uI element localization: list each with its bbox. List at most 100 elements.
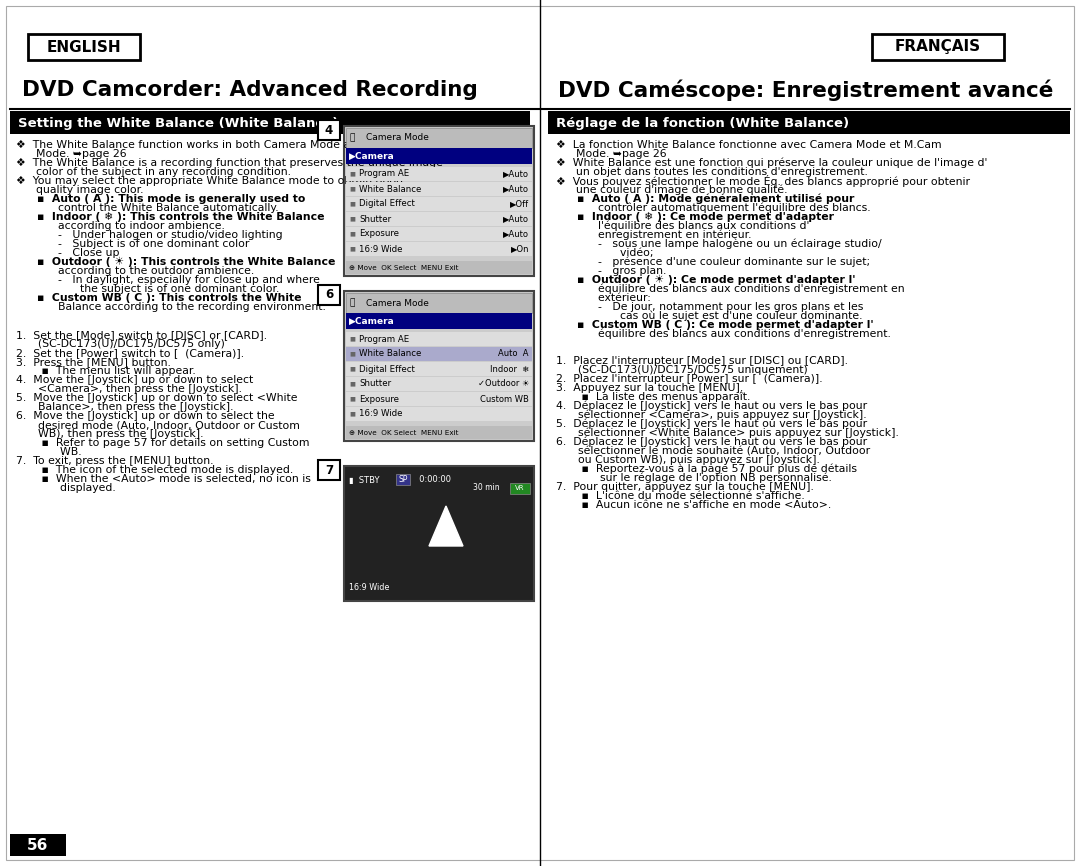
Text: 6: 6 (325, 288, 333, 301)
Text: -   Close up: - Close up (30, 248, 120, 258)
Text: -   In daylight, especially for close up and where: - In daylight, especially for close up a… (30, 275, 320, 285)
Bar (396, 474, 410, 485)
Text: 16:9 Wide: 16:9 Wide (349, 583, 390, 591)
Text: cas où le sujet est d'une couleur dominante.: cas où le sujet est d'une couleur domina… (578, 311, 863, 321)
Text: Setting the White Balance (White Balance): Setting the White Balance (White Balance… (18, 117, 338, 130)
Text: 16:9 Wide: 16:9 Wide (359, 410, 403, 418)
Text: ▪  Custom WB ( C ): This controls the White: ▪ Custom WB ( C ): This controls the Whi… (22, 293, 301, 303)
Bar (318, 460, 340, 480)
Text: ▪  Indoor ( ❄ ): This controls the White Balance: ▪ Indoor ( ❄ ): This controls the White … (22, 212, 324, 222)
Bar (346, 182, 532, 196)
Text: ❖  White Balance est une fonction qui préserve la couleur unique de l'image d': ❖ White Balance est une fonction qui pré… (556, 158, 987, 168)
Text: -   sous une lampe halogène ou un éclairage studio/: - sous une lampe halogène ou un éclairag… (570, 239, 881, 249)
Text: 6.  Déplacez le [Joystick] vers le haut ou vers le bas pour: 6. Déplacez le [Joystick] vers le haut o… (556, 436, 867, 447)
Bar (346, 377, 532, 391)
Bar (28, 34, 140, 60)
Text: -   Under halogen or studio/video lighting: - Under halogen or studio/video lighting (30, 230, 283, 240)
Text: Balance according to the recording environment.: Balance according to the recording envir… (30, 302, 326, 312)
Bar (346, 261, 532, 274)
Text: Shutter: Shutter (359, 215, 391, 223)
Text: ▪  The menu list will appear.: ▪ The menu list will appear. (24, 366, 195, 376)
Text: ou Custom WB), puis appuyez sur [Joystick].: ou Custom WB), puis appuyez sur [Joystic… (564, 455, 820, 465)
Text: ■: ■ (349, 411, 355, 417)
Text: ■: ■ (349, 171, 355, 177)
Text: ▶Off: ▶Off (510, 199, 529, 209)
Bar (346, 128, 532, 148)
Text: ▪  Reportez-vous à la page 57 pour plus de détails: ▪ Reportez-vous à la page 57 pour plus d… (564, 464, 858, 475)
Text: ▪  Aucun icône ne s'affiche en mode <Auto>.: ▪ Aucun icône ne s'affiche en mode <Auto… (564, 500, 832, 510)
Text: Digital Effect: Digital Effect (359, 199, 415, 209)
Text: ✓Outdoor ☀: ✓Outdoor ☀ (477, 379, 529, 389)
Text: 3.  Press the [MENU] button.: 3. Press the [MENU] button. (16, 357, 171, 367)
Text: Exposure: Exposure (359, 395, 399, 404)
Text: the subject is of one dominant color.: the subject is of one dominant color. (38, 284, 280, 294)
Text: une couleur d'image de bonne qualité.: une couleur d'image de bonne qualité. (562, 184, 787, 195)
Text: according to indoor ambience.: according to indoor ambience. (30, 221, 225, 231)
Text: FRANÇAIS: FRANÇAIS (895, 40, 981, 55)
Text: ENGLISH: ENGLISH (46, 40, 121, 55)
Text: (SC-DC173(U)/DC175/DC575 only): (SC-DC173(U)/DC175/DC575 only) (24, 339, 225, 349)
Text: Indoor  ❄: Indoor ❄ (489, 365, 529, 373)
Text: White Balance: White Balance (359, 184, 421, 193)
Text: 16:9 Wide: 16:9 Wide (359, 244, 403, 254)
Text: 5.  Move the [Joystick] up or down to select <White: 5. Move the [Joystick] up or down to sel… (16, 393, 297, 403)
Text: Balance>, then press the [Joystick].: Balance>, then press the [Joystick]. (24, 402, 233, 412)
Text: 30 min: 30 min (473, 483, 500, 493)
Bar (346, 407, 532, 421)
Text: ▪  Outdoor ( ☀ ): Ce mode permet d'adapter l': ▪ Outdoor ( ☀ ): Ce mode permet d'adapte… (562, 275, 855, 285)
Text: ▶Auto: ▶Auto (503, 184, 529, 193)
Text: sélectionner le mode souhaité (Auto, Indoor, Outdoor: sélectionner le mode souhaité (Auto, Ind… (564, 446, 870, 456)
Bar (345, 126, 534, 276)
Polygon shape (429, 506, 463, 546)
Text: équilibre des blancs aux conditions d'enregistrement en: équilibre des blancs aux conditions d'en… (570, 284, 905, 294)
Text: displayed.: displayed. (32, 483, 116, 493)
Text: Mode. ➥page 26: Mode. ➥page 26 (22, 149, 126, 159)
Text: Shutter: Shutter (359, 379, 391, 389)
Text: ❖  Vous pouvez sélectionner le mode Éq. des blancs approprié pour obtenir: ❖ Vous pouvez sélectionner le mode Éq. d… (556, 175, 970, 187)
Bar (872, 34, 1004, 60)
Text: Exposure: Exposure (359, 229, 399, 238)
Text: color of the subject in any recording condition.: color of the subject in any recording co… (22, 167, 291, 177)
Text: ⊕ Move  OK Select  MENU Exit: ⊕ Move OK Select MENU Exit (349, 265, 459, 271)
Text: -   De jour, notamment pour les gros plans et les: - De jour, notamment pour les gros plans… (570, 302, 863, 312)
Text: -   présence d'une couleur dominante sur le sujet;: - présence d'une couleur dominante sur l… (570, 256, 870, 268)
Text: Camera Mode: Camera Mode (366, 133, 429, 143)
Bar (346, 313, 532, 329)
Text: ▪  Outdoor ( ☀ ): This controls the White Balance: ▪ Outdoor ( ☀ ): This controls the White… (22, 257, 336, 267)
Text: Auto  A: Auto A (499, 350, 529, 359)
Bar (510, 483, 530, 494)
Text: 4: 4 (325, 124, 333, 137)
Text: ■: ■ (349, 231, 355, 236)
Text: ❖  La fonction White Balance fonctionne avec Camera Mode et M.Cam: ❖ La fonction White Balance fonctionne a… (556, 140, 942, 150)
Text: 56: 56 (27, 837, 49, 852)
Text: (SC-DC173(U)/DC175/DC575 uniquement): (SC-DC173(U)/DC175/DC575 uniquement) (564, 365, 808, 375)
Bar (318, 285, 340, 305)
Text: vidéo;: vidéo; (578, 248, 653, 258)
Text: White Balance: White Balance (359, 350, 421, 359)
Text: Custom WB: Custom WB (481, 395, 529, 404)
Text: control the White Balance automatically.: control the White Balance automatically. (30, 203, 279, 213)
Text: ■: ■ (349, 337, 355, 341)
Text: 7.  Pour quitter, appuyez sur la touche [MENU].: 7. Pour quitter, appuyez sur la touche [… (556, 482, 814, 492)
Text: 4.  Déplacez le [Joystick] vers le haut ou vers le bas pour: 4. Déplacez le [Joystick] vers le haut o… (556, 401, 867, 411)
Text: contrôler automatiquement l'équilibre des blancs.: contrôler automatiquement l'équilibre de… (570, 203, 870, 213)
Text: desired mode (Auto, Indoor, Outdoor or Custom: desired mode (Auto, Indoor, Outdoor or C… (24, 420, 300, 430)
Text: WB), then press the [Joystick].: WB), then press the [Joystick]. (24, 429, 203, 439)
Text: équilibre des blancs aux conditions d'enregistrement.: équilibre des blancs aux conditions d'en… (570, 329, 891, 339)
Text: quality image color.: quality image color. (22, 185, 144, 195)
Text: 5.  Déplacez le [Joystick] vers le haut ou vers le bas pour: 5. Déplacez le [Joystick] vers le haut o… (556, 419, 867, 430)
Text: extérieur:: extérieur: (570, 293, 651, 303)
Text: Réglage de la fonction (White Balance): Réglage de la fonction (White Balance) (556, 117, 849, 130)
Text: enregistrement en intérieur.: enregistrement en intérieur. (570, 229, 752, 240)
Text: <Camera>, then press the [Joystick].: <Camera>, then press the [Joystick]. (24, 384, 242, 394)
Bar (346, 167, 532, 181)
Text: DVD Caméscope: Enregistrement avancé: DVD Caméscope: Enregistrement avancé (558, 80, 1053, 100)
Text: ▪  The icon of the selected mode is displayed.: ▪ The icon of the selected mode is displ… (24, 465, 294, 475)
Text: 2.  Placez l'interrupteur [Power] sur [  (Camera)].: 2. Placez l'interrupteur [Power] sur [ (… (556, 374, 823, 384)
Bar (346, 362, 532, 376)
Bar (346, 426, 532, 439)
Text: sur le réglage de l'option NB personnalisé.: sur le réglage de l'option NB personnali… (572, 473, 832, 483)
Text: 7: 7 (325, 463, 333, 476)
Bar (10, 111, 530, 134)
Text: ■: ■ (349, 352, 355, 357)
